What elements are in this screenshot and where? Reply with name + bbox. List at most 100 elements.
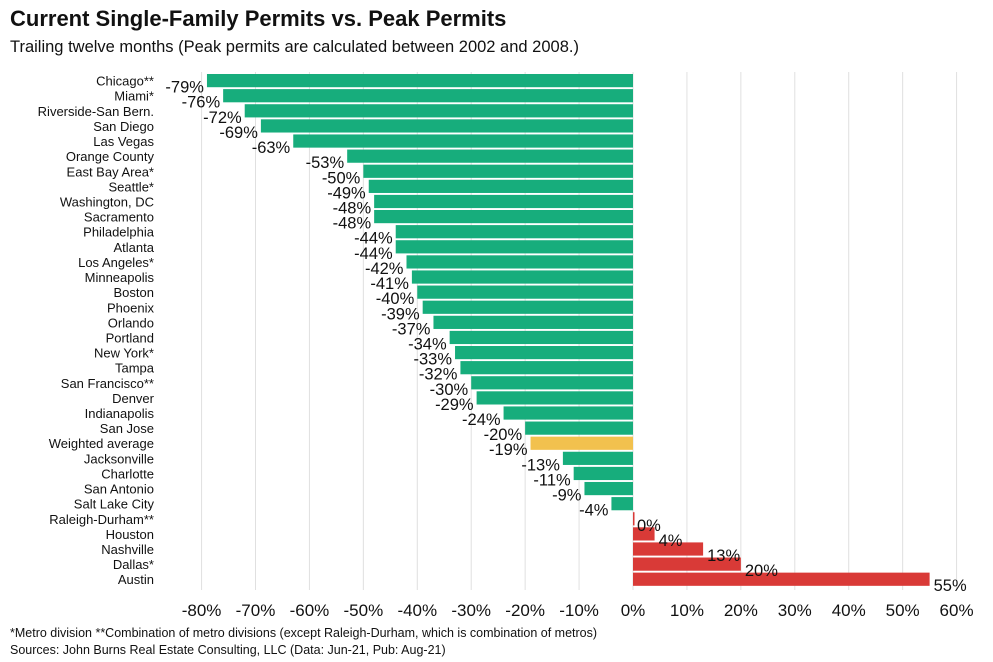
bar xyxy=(633,527,655,541)
value-label: -30% xyxy=(430,381,469,399)
value-label: -9% xyxy=(552,487,582,505)
value-label: -76% xyxy=(182,94,221,112)
bar xyxy=(368,179,633,193)
bar xyxy=(633,512,635,526)
value-label: -24% xyxy=(462,411,501,429)
bar xyxy=(422,300,633,314)
category-label: Phoenix xyxy=(107,300,154,315)
category-label: San Diego xyxy=(93,119,154,134)
category-label: Philadelphia xyxy=(83,225,155,240)
bar xyxy=(449,330,633,345)
bar xyxy=(206,74,633,88)
bar xyxy=(374,209,633,224)
bar xyxy=(503,406,633,420)
value-label: -49% xyxy=(327,184,366,202)
bar xyxy=(347,149,633,163)
value-label: -41% xyxy=(370,275,409,293)
x-tick-label: 50% xyxy=(886,601,920,620)
x-tick-label: -70% xyxy=(236,601,276,620)
x-tick-label: -60% xyxy=(290,601,330,620)
bar xyxy=(223,89,634,103)
value-label: -13% xyxy=(521,456,560,474)
bar xyxy=(455,345,633,360)
value-label: -32% xyxy=(419,366,458,384)
category-label: Charlotte xyxy=(101,466,154,481)
value-label: -44% xyxy=(354,245,393,263)
source-note: Sources: John Burns Real Estate Consulti… xyxy=(10,643,446,657)
value-label: -4% xyxy=(579,502,609,520)
bar xyxy=(395,240,633,254)
value-label: 55% xyxy=(934,577,967,595)
value-label: 13% xyxy=(707,547,740,565)
value-label: -44% xyxy=(354,230,393,248)
category-label: Las Vegas xyxy=(93,134,154,149)
bar xyxy=(363,164,633,178)
category-label: Indianapolis xyxy=(85,406,155,421)
bar xyxy=(573,466,633,481)
value-label: -42% xyxy=(365,260,404,278)
bars xyxy=(206,74,930,586)
x-tick-label: -50% xyxy=(344,601,384,620)
category-label: San Francisco** xyxy=(61,376,154,391)
category-label: Orange County xyxy=(66,149,155,164)
bar xyxy=(530,436,633,450)
category-label: Los Angeles* xyxy=(78,255,154,270)
x-tick-label: 30% xyxy=(778,601,812,620)
bar xyxy=(374,194,633,209)
bar xyxy=(633,557,741,571)
value-label: -79% xyxy=(165,79,204,97)
value-label: -48% xyxy=(333,199,372,217)
bar xyxy=(406,255,633,269)
category-label: Raleigh-Durham** xyxy=(49,512,154,527)
value-label: -48% xyxy=(333,215,372,233)
category-label: Chicago** xyxy=(96,74,154,89)
value-label: -50% xyxy=(322,169,361,187)
category-label: New York* xyxy=(94,346,154,361)
x-tick-label: 0% xyxy=(621,601,646,620)
category-label: Seattle* xyxy=(108,179,154,194)
bar xyxy=(471,376,633,390)
value-label: -72% xyxy=(203,109,242,127)
bar xyxy=(411,270,633,284)
x-tick-label: -40% xyxy=(397,601,437,620)
bar xyxy=(460,361,633,375)
bar xyxy=(476,391,633,405)
bar xyxy=(525,421,633,435)
footnote: *Metro division **Combination of metro d… xyxy=(10,626,598,640)
x-tick-label: 20% xyxy=(724,601,758,620)
x-tick-label: 60% xyxy=(940,601,974,620)
value-label: -20% xyxy=(484,426,523,444)
category-label: Nashville xyxy=(101,542,154,557)
bar xyxy=(244,104,634,118)
category-label: Atlanta xyxy=(114,240,155,255)
category-label: Jacksonville xyxy=(84,451,154,466)
category-label: Boston xyxy=(114,285,154,300)
category-label: Dallas* xyxy=(113,557,154,572)
value-label: -11% xyxy=(533,471,571,489)
category-label: Orlando xyxy=(108,315,154,330)
category-label: Tampa xyxy=(115,361,155,376)
x-tick-label: -80% xyxy=(182,601,222,620)
chart-title: Current Single-Family Permits vs. Peak P… xyxy=(10,6,507,31)
value-label: -39% xyxy=(381,305,420,323)
category-label: San Jose xyxy=(100,421,154,436)
category-label: Sacramento xyxy=(84,210,154,225)
value-labels: -79%-76%-72%-69%-63%-53%-50%-49%-48%-48%… xyxy=(165,79,967,596)
bar xyxy=(633,572,930,586)
x-tick-label: -20% xyxy=(505,601,545,620)
bar xyxy=(611,497,633,511)
category-label: Miami* xyxy=(114,89,154,104)
category-label: East Bay Area* xyxy=(67,164,154,179)
category-label: Houston xyxy=(106,527,154,542)
value-label: 0% xyxy=(637,517,661,535)
value-label: -19% xyxy=(489,441,528,459)
value-label: -37% xyxy=(392,320,431,338)
bar xyxy=(562,451,633,465)
bar xyxy=(417,285,633,299)
category-label: Minneapolis xyxy=(85,270,155,285)
x-tick-label: 10% xyxy=(670,601,704,620)
value-label: -34% xyxy=(408,335,447,353)
value-label: -29% xyxy=(435,396,474,414)
value-label: 4% xyxy=(659,532,683,550)
category-label: Portland xyxy=(106,330,154,345)
